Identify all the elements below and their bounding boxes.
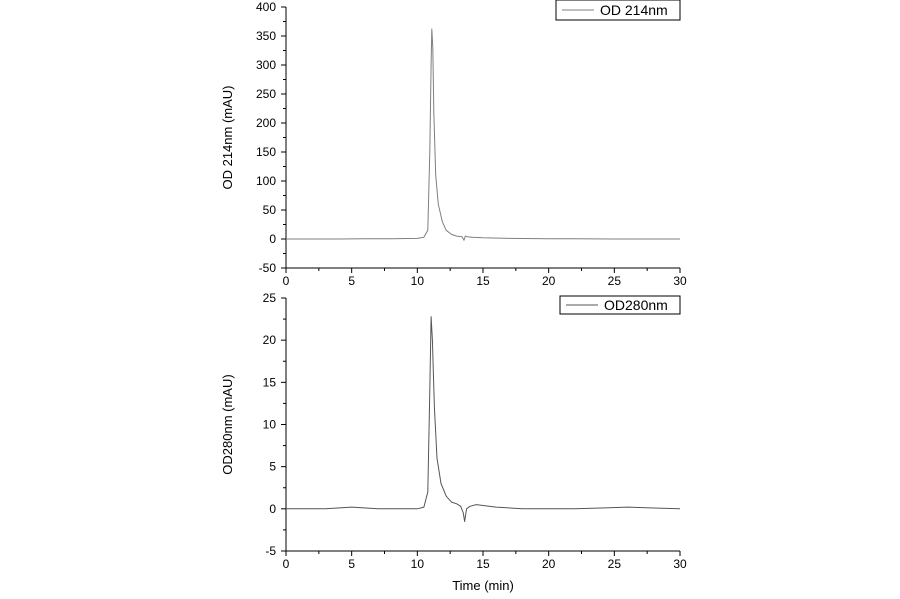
y-tick-label: 0	[269, 232, 276, 246]
y-tick-label: 15	[263, 375, 277, 389]
y-tick-label: 350	[256, 29, 276, 43]
legend-box	[559, 295, 681, 315]
legend-label: OD280nm	[604, 297, 668, 313]
x-axis-title: Time (min)	[452, 578, 514, 593]
x-tick-label: 30	[673, 557, 687, 571]
legend-box	[555, 0, 681, 21]
y-tick-label: 300	[256, 58, 276, 72]
y-tick-label: 50	[263, 203, 277, 217]
y-tick-label: -50	[259, 261, 277, 275]
y-tick-label: 100	[256, 174, 276, 188]
y-tick-label: 10	[263, 418, 277, 432]
legend: OD 214nm	[555, 0, 681, 21]
chart-panel-od280: -5 0 5 10 15 20 25 0 5 10 15 20 25 30 OD280nm (mAU) Tim…	[220, 291, 687, 593]
x-tick-label: 5	[348, 274, 355, 288]
y-tick-label: 0	[269, 502, 276, 516]
x-tick-label: 0	[283, 557, 290, 571]
y-tick-label: 400	[256, 0, 276, 14]
x-tick-label: 15	[476, 274, 490, 288]
x-tick-label: 5	[348, 557, 355, 571]
chart-panel-od214: -50 0 50 100 150 200 250 300 350 400 0 5 10 15 20 25 30 O…	[220, 0, 687, 288]
legend: OD280nm	[559, 295, 681, 315]
x-tick-label: 20	[542, 557, 556, 571]
series-line	[286, 28, 680, 241]
x-tick-label: 30	[673, 274, 687, 288]
y-axis-title: OD 214nm (mAU)	[220, 85, 235, 189]
legend-label: OD 214nm	[600, 2, 668, 18]
y-tick-label: 200	[256, 116, 276, 130]
y-tick-label: -5	[265, 544, 276, 558]
x-tick-label: 10	[411, 557, 425, 571]
y-tick-label: 150	[256, 145, 276, 159]
x-tick-label: 25	[608, 274, 622, 288]
y-axis-title: OD280nm (mAU)	[220, 374, 235, 474]
y-tick-label: 25	[263, 291, 277, 305]
series-line	[286, 316, 681, 522]
x-tick-label: 0	[283, 274, 290, 288]
x-tick-label: 20	[542, 274, 556, 288]
y-tick-label: 250	[256, 87, 276, 101]
x-tick-label: 25	[608, 557, 622, 571]
y-tick-label: 5	[269, 460, 276, 474]
x-tick-label: 15	[476, 557, 490, 571]
y-tick-label: 20	[263, 333, 277, 347]
x-tick-label: 10	[411, 274, 425, 288]
